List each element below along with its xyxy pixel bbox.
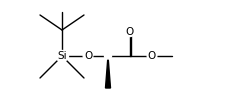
Ellipse shape xyxy=(125,28,135,37)
Text: Si: Si xyxy=(57,51,67,61)
Ellipse shape xyxy=(56,51,68,61)
Text: O: O xyxy=(126,27,134,37)
Text: O: O xyxy=(84,51,92,61)
Polygon shape xyxy=(106,56,110,88)
Ellipse shape xyxy=(147,52,157,60)
Ellipse shape xyxy=(104,53,112,59)
Text: O: O xyxy=(148,51,156,61)
Ellipse shape xyxy=(83,52,93,60)
